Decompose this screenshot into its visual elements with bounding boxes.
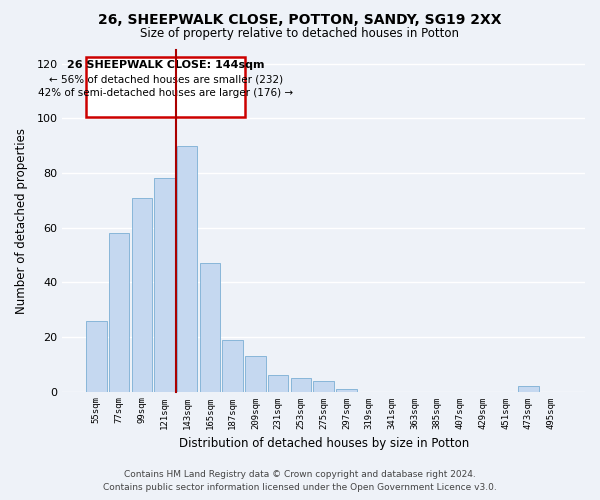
Bar [245, 356, 266, 392]
Bar [177, 146, 197, 392]
Text: 26 SHEEPWALK CLOSE: 144sqm: 26 SHEEPWALK CLOSE: 144sqm [67, 60, 265, 70]
Bar [154, 178, 175, 392]
Bar [518, 386, 539, 392]
Bar [223, 340, 243, 392]
Bar [200, 263, 220, 392]
Text: ← 56% of detached houses are smaller (232): ← 56% of detached houses are smaller (23… [49, 74, 283, 85]
Bar [86, 57, 245, 117]
Bar [290, 378, 311, 392]
Text: 42% of semi-detached houses are larger (176) →: 42% of semi-detached houses are larger (… [38, 88, 293, 99]
Text: 26, SHEEPWALK CLOSE, POTTON, SANDY, SG19 2XX: 26, SHEEPWALK CLOSE, POTTON, SANDY, SG19… [98, 12, 502, 26]
X-axis label: Distribution of detached houses by size in Potton: Distribution of detached houses by size … [179, 437, 469, 450]
Bar [268, 375, 289, 392]
Bar [86, 320, 107, 392]
Text: Contains HM Land Registry data © Crown copyright and database right 2024.
Contai: Contains HM Land Registry data © Crown c… [103, 470, 497, 492]
Bar [336, 389, 356, 392]
Y-axis label: Number of detached properties: Number of detached properties [15, 128, 28, 314]
Text: Size of property relative to detached houses in Potton: Size of property relative to detached ho… [140, 28, 460, 40]
Bar [313, 380, 334, 392]
Bar [131, 198, 152, 392]
Bar [109, 233, 129, 392]
